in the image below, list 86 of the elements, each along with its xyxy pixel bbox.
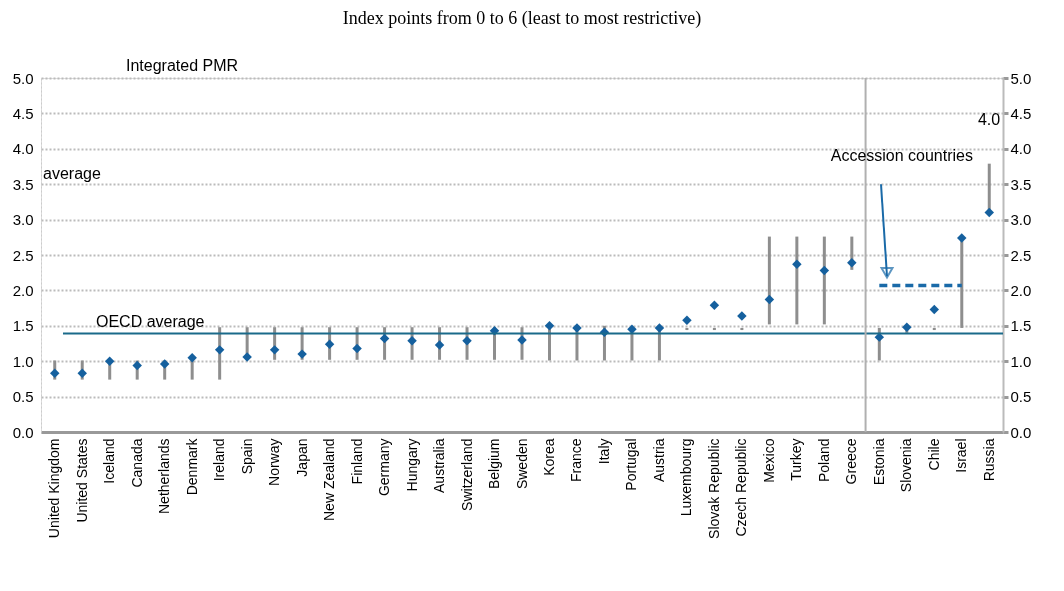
point — [544, 321, 555, 331]
x-tick-label: Estonia — [870, 438, 887, 486]
x-tick-label: Belgium — [486, 438, 503, 490]
x-tick-label: Iceland — [101, 438, 118, 484]
y-tick-label: 4.5 — [12, 104, 34, 122]
x-tick-label: Mexico — [760, 438, 777, 483]
x-tick-label: Poland — [815, 438, 832, 483]
point — [187, 352, 197, 363]
x-tick-label: Switzerland — [458, 438, 475, 511]
x-tick-label: Norway — [266, 438, 283, 486]
point — [819, 265, 830, 276]
x-tick-label: Canada — [128, 438, 145, 488]
x-tick-label: Slovenia — [898, 438, 915, 493]
x-tick-label: Chile — [925, 438, 942, 471]
point — [269, 345, 280, 355]
x-tick-label: Russia — [980, 438, 997, 482]
x-tick-label: Japan — [293, 438, 310, 477]
y-tick-label: 4.0 — [12, 140, 34, 158]
y2-tick-label: 3.5 — [1010, 175, 1032, 193]
point — [434, 340, 445, 350]
point — [709, 300, 720, 311]
point — [984, 207, 994, 218]
x-tick-label: Turkey — [788, 438, 805, 481]
point — [654, 323, 665, 333]
y-tick-label: 3.5 — [12, 175, 34, 193]
point — [77, 368, 87, 378]
y-tick-label: 2.5 — [12, 246, 34, 264]
point — [132, 360, 142, 371]
x-tick-label: Denmark — [183, 437, 200, 496]
point — [462, 335, 472, 346]
y-tick-label: 1.0 — [12, 352, 34, 370]
y2-tick-label: 2.5 — [1010, 246, 1032, 264]
x-tick-label: Portugal — [623, 438, 640, 491]
point — [324, 339, 335, 349]
x-tick-label: Sweden — [513, 438, 530, 490]
point — [352, 343, 362, 354]
x-tick-label: Germany — [376, 438, 393, 497]
y2-tick-label: 1.5 — [1010, 317, 1032, 335]
y-tick-label: 0.0 — [12, 423, 34, 441]
point — [847, 258, 857, 268]
x-tick-label: Finland — [348, 438, 365, 485]
x-tick-label: Luxembourg — [678, 438, 695, 517]
y2-tick-label: 0.0 — [1010, 423, 1032, 441]
chart-title: Index points from 0 to 6 (least to most restrictive) — [342, 8, 702, 29]
y-tick-label: 3.0 — [12, 211, 34, 229]
y2-tick-label: 1.0 — [1010, 352, 1032, 370]
x-tick-label: Ireland — [211, 438, 228, 482]
y2-tick-label: 2.0 — [1010, 281, 1032, 299]
annotation: 4.0 — [977, 111, 1001, 129]
x-tick-label: Czech Republic — [733, 438, 750, 537]
text: Integrated PMR — [126, 57, 239, 74]
point — [792, 259, 802, 269]
x-tick-label: New Zealand — [321, 438, 338, 521]
y2-tick-label: 0.5 — [1010, 388, 1032, 406]
y-tick-label: 0.5 — [12, 388, 34, 406]
x-tick-label: Hungary — [403, 438, 420, 492]
y2-tick-label: 5.0 — [1010, 69, 1032, 87]
point — [407, 335, 417, 346]
x-tick-label: France — [568, 438, 585, 483]
x-tick-label: United Kingdom — [46, 438, 63, 539]
x-tick-label: Israel — [953, 438, 970, 473]
point — [214, 345, 225, 355]
y-tick-label: 2.0 — [12, 281, 34, 299]
x-tick-label: Italy — [595, 438, 612, 465]
y-tick-label: 1.5 — [12, 317, 34, 335]
point — [929, 304, 940, 315]
x-tick-label: Netherlands — [156, 438, 173, 514]
point — [764, 294, 775, 305]
point — [902, 322, 912, 332]
y2-tick-label: 4.5 — [1010, 104, 1032, 122]
point — [50, 368, 60, 378]
x-tick-label: Slovak Republic — [705, 438, 722, 539]
x-tick-label: Australia — [431, 438, 448, 493]
x-tick-label: United States — [73, 438, 90, 523]
y-tick-label: 5.0 — [12, 69, 34, 87]
y2-tick-label: 4.0 — [1010, 140, 1032, 158]
annotation: average — [43, 164, 101, 182]
annotation: Accession countries — [830, 146, 973, 164]
x-tick-label: Austria — [650, 438, 667, 483]
x-tick-label: Spain — [238, 438, 255, 475]
x-tick-label: Korea — [540, 438, 557, 476]
x-tick-label: Greece — [843, 438, 860, 485]
y2-tick-label: 3.0 — [1010, 211, 1032, 229]
ref-line-label: OECD average — [95, 312, 205, 330]
point — [159, 359, 170, 369]
point — [104, 356, 115, 366]
